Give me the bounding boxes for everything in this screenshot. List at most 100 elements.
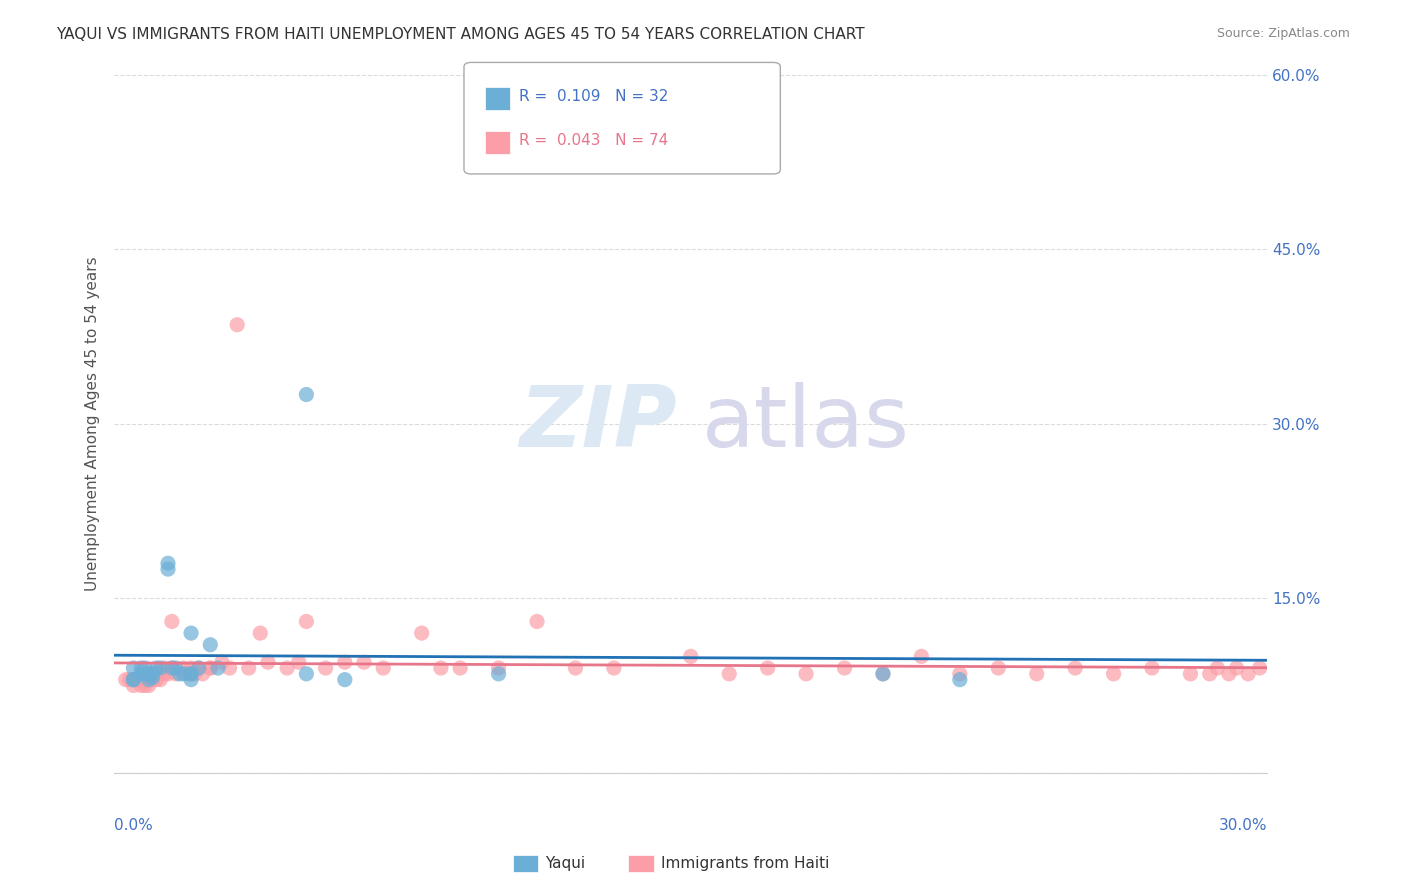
Point [172,666,194,681]
Point [1218,666,1240,681]
Point [756,661,779,675]
Point [160,615,183,629]
Point [794,666,817,681]
Point [165,661,187,675]
Point [156,562,179,576]
Point [180,666,202,681]
Point [129,661,152,675]
Point [138,666,160,681]
Point [488,666,510,681]
Point [353,655,375,669]
Y-axis label: Unemployment Among Ages 45 to 54 years: Unemployment Among Ages 45 to 54 years [86,256,100,591]
Point [176,666,198,681]
Point [172,661,194,675]
Point [122,673,145,687]
Point [1226,661,1249,675]
Point [200,661,222,675]
Point [1206,661,1229,675]
Point [169,666,191,681]
Point [449,661,471,675]
Point [127,673,149,687]
Text: YAQUI VS IMMIGRANTS FROM HAITI UNEMPLOYMENT AMONG AGES 45 TO 54 YEARS CORRELATIO: YAQUI VS IMMIGRANTS FROM HAITI UNEMPLOYM… [56,27,865,42]
Point [333,655,356,669]
Point [211,655,233,669]
Text: R =  0.109   N = 32: R = 0.109 N = 32 [519,89,668,103]
Point [218,661,240,675]
Point [987,661,1010,675]
Point [910,649,932,664]
Point [127,673,149,687]
Point [679,649,702,664]
Point [373,661,395,675]
Point [430,661,453,675]
Point [156,666,179,681]
Point [276,661,298,675]
Point [315,661,337,675]
Text: 0.0%: 0.0% [114,818,153,833]
Point [872,666,894,681]
Point [295,666,318,681]
Point [834,661,856,675]
Point [180,666,202,681]
Point [1237,666,1260,681]
Point [1198,666,1220,681]
Point [564,661,586,675]
Point [1180,666,1202,681]
Point [1102,666,1125,681]
Point [249,626,271,640]
Point [180,626,202,640]
Point [134,673,156,687]
Point [129,666,152,681]
Point [129,673,152,687]
Point [411,626,433,640]
Point [122,673,145,687]
Point [145,666,167,681]
Point [1140,661,1163,675]
Point [226,318,249,332]
Point [160,661,183,675]
Text: Immigrants from Haiti: Immigrants from Haiti [661,856,830,871]
Point [488,661,510,675]
Point [180,673,202,687]
Point [134,678,156,692]
Point [184,666,207,681]
Point [949,666,972,681]
Point [238,661,260,675]
Point [1064,661,1087,675]
Point [295,615,318,629]
Point [153,666,176,681]
Text: R =  0.043   N = 74: R = 0.043 N = 74 [519,134,668,148]
Point [114,673,136,687]
Text: Source: ZipAtlas.com: Source: ZipAtlas.com [1216,27,1350,40]
Point [122,678,145,692]
Point [1025,666,1047,681]
Point [526,615,548,629]
Point [191,666,214,681]
Point [207,661,229,675]
Point [603,661,626,675]
Point [180,661,202,675]
Point [134,666,156,681]
Point [138,673,160,687]
Point [949,673,972,687]
Point [145,673,167,687]
Point [187,661,209,675]
Text: ZIP: ZIP [520,382,678,465]
Point [718,666,741,681]
Point [134,661,156,675]
Point [142,666,165,681]
Point [295,387,318,401]
Point [142,673,165,687]
Point [872,666,894,681]
Point [122,673,145,687]
Point [142,670,165,684]
Point [333,673,356,687]
Point [257,655,280,669]
Point [129,678,152,692]
Point [118,673,141,687]
Point [187,661,209,675]
Point [149,666,172,681]
Point [149,661,172,675]
Text: atlas: atlas [702,382,910,465]
Point [149,673,172,687]
